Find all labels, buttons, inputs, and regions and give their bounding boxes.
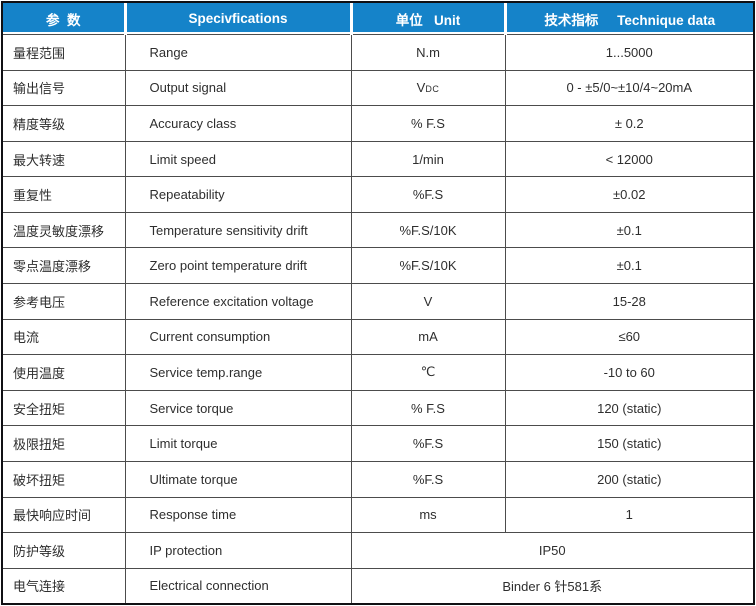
spec-cell: Service temp.range <box>124 354 352 391</box>
value-cell: ± 0.2 <box>504 105 753 142</box>
param-cell: 精度等级 <box>3 105 126 142</box>
param-cell: 安全扭矩 <box>3 389 126 427</box>
unit-cell: %F.S <box>350 176 506 213</box>
spec-table-header: 参 数 Specivfications 单位 Unit 技术指标 Techniq… <box>3 3 753 35</box>
header-value: 技术指标 Technique data <box>503 3 753 35</box>
table-row: 电气连接 Electrical connection Binder 6 针581系 <box>3 567 753 603</box>
param-cell: 最大转速 <box>3 140 126 178</box>
param-cell: 量程范围 <box>3 34 126 71</box>
table-row: 极限扭矩 Limit torque %F.S 150 (static) <box>3 425 753 462</box>
value-cell-merged: Binder 6 针581系 <box>350 567 753 603</box>
value-cell: 1...5000 <box>504 34 753 71</box>
param-cell: 极限扭矩 <box>3 425 126 462</box>
spec-cell: IP protection <box>124 532 352 569</box>
table-row: 使用温度 Service temp.range ℃ -10 to 60 <box>3 354 753 391</box>
spec-cell: Zero point temperature drift <box>124 247 352 285</box>
param-cell: 最快响应时间 <box>3 496 126 534</box>
header-unit: 单位 Unit <box>349 3 505 35</box>
table-row: 最快响应时间 Response time ms 1 <box>3 496 753 534</box>
unit-cell: ℃ <box>350 354 506 391</box>
param-cell: 使用温度 <box>3 354 126 391</box>
spec-cell: Limit speed <box>124 140 352 178</box>
spec-cell: Ultimate torque <box>124 460 352 498</box>
table-row: 破坏扭矩 Ultimate torque %F.S 200 (static) <box>3 460 753 498</box>
header-row: 参 数 Specivfications 单位 Unit 技术指标 Techniq… <box>3 3 753 35</box>
spec-cell: Temperature sensitivity drift <box>124 211 352 249</box>
table-row: 电流 Current consumption mA ≤60 <box>3 318 753 356</box>
spec-table-body: 量程范围 Range N.m 1...5000 输出信号 Output signal VDC… <box>3 34 753 603</box>
unit-cell: VDC <box>350 69 506 107</box>
spec-cell: Current consumption <box>124 318 352 356</box>
value-cell: 1 <box>504 496 753 534</box>
value-cell: 120 (static) <box>504 389 753 427</box>
table-row: 零点温度漂移 Zero point temperature drift %F.S/1… <box>3 247 753 285</box>
unit-main: V <box>416 80 426 96</box>
spec-table: 参 数 Specivfications 单位 Unit 技术指标 Techniq… <box>3 3 753 603</box>
unit-cell: %F.S/10K <box>350 211 506 249</box>
value-cell: -10 to 60 <box>504 354 753 391</box>
unit-cell: V <box>350 283 506 320</box>
unit-cell: 1/min <box>350 140 506 178</box>
spec-cell: Electrical connection <box>124 567 352 603</box>
unit-cell: %F.S/10K <box>350 247 506 285</box>
header-spec: Specivfications <box>123 3 351 35</box>
value-cell: 15-28 <box>504 283 753 320</box>
table-row: 最大转速 Limit speed 1/min < 12000 <box>3 140 753 178</box>
spec-cell: Output signal <box>124 69 352 107</box>
value-cell: 200 (static) <box>504 460 753 498</box>
param-cell: 破坏扭矩 <box>3 460 126 498</box>
spec-cell: Repeatability <box>124 176 352 213</box>
param-cell: 温度灵敏度漂移 <box>3 211 126 249</box>
spec-cell: Service torque <box>124 389 352 427</box>
value-cell: ≤60 <box>504 318 753 356</box>
unit-cell: N.m <box>350 34 506 71</box>
table-row: 重复性 Repeatability %F.S ±0.02 <box>3 176 753 213</box>
unit-cell: % F.S <box>350 105 506 142</box>
header-param: 参 数 <box>3 3 125 35</box>
param-cell: 输出信号 <box>3 69 126 107</box>
param-cell: 参考电压 <box>3 283 126 320</box>
table-row: 防护等级 IP protection IP50 <box>3 532 753 569</box>
value-cell: 0 - ±5/0~±10/4~20mA <box>504 69 753 107</box>
value-cell-merged: IP50 <box>350 532 753 569</box>
param-cell: 重复性 <box>3 176 126 213</box>
spec-cell: Response time <box>124 496 352 534</box>
table-row: 量程范围 Range N.m 1...5000 <box>3 34 753 71</box>
value-cell: < 12000 <box>504 140 753 178</box>
unit-subscript: DC <box>425 84 440 95</box>
param-cell: 零点温度漂移 <box>3 247 126 285</box>
unit-cell: mA <box>350 318 506 356</box>
spec-cell: Range <box>124 34 352 71</box>
table-row: 精度等级 Accuracy class% F.S ± 0.2 <box>3 105 753 142</box>
unit-cell: ms <box>350 496 506 534</box>
table-row: 参考电压 Reference excitation voltage V 15-28 <box>3 283 753 320</box>
table-row: 安全扭矩 Service torque% F.S 120 (static) <box>3 389 753 427</box>
spec-cell: Reference excitation voltage <box>124 283 352 320</box>
spec-cell: Limit torque <box>124 425 352 462</box>
unit-cell: %F.S <box>350 425 506 462</box>
table-row: 温度灵敏度漂移 Temperature sensitivity drift %F.S… <box>3 211 753 249</box>
param-cell: 电气连接 <box>3 567 126 603</box>
value-cell: ±0.1 <box>504 211 753 249</box>
param-cell: 防护等级 <box>3 532 126 569</box>
value-cell: 150 (static) <box>504 425 753 462</box>
unit-cell: %F.S <box>350 460 506 498</box>
unit-cell: % F.S <box>350 389 506 427</box>
param-cell: 电流 <box>3 318 126 356</box>
value-cell: ±0.1 <box>504 247 753 285</box>
value-cell: ±0.02 <box>504 176 753 213</box>
table-row: 输出信号 Output signal VDC 0 - ±5/0~±10/4~20mA <box>3 69 753 107</box>
spec-cell: Accuracy class <box>124 105 352 142</box>
